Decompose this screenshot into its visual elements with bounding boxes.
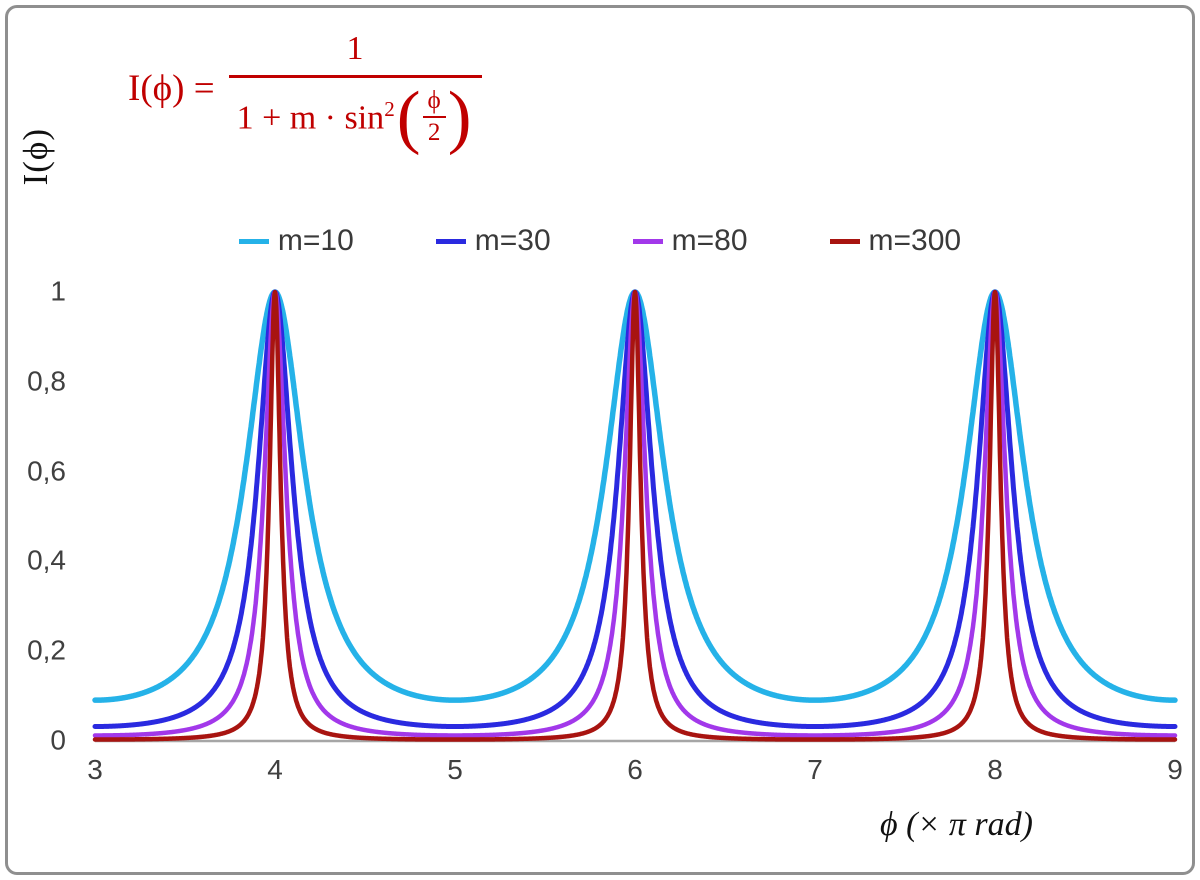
x-tick-label: 8 [987,754,1003,785]
series-line-m30 [92,289,1178,730]
close-paren: ) [447,77,472,156]
legend-label: m=10 [277,224,354,257]
y-tick-label: 0 [50,724,66,756]
formula-lhs: I(ϕ) = [128,68,215,110]
formula-inner-denominator: 2 [427,119,441,147]
y-tick-label: 0,2 [27,634,66,666]
legend-item-m300: m=300 [829,224,962,258]
legend-swatch [435,238,466,244]
x-tick-label: 3 [87,754,103,785]
legend-swatch [829,238,860,244]
formula-inner-numerator: ϕ [422,87,446,119]
formula-inner-fraction: ϕ 2 [422,87,446,147]
y-axis-tick-labels: 0 0,2 0,4 0,6 0,8 1 [0,0,66,880]
legend-label: m=30 [474,224,551,257]
legend-label: m=80 [671,224,748,257]
legend-item-m10: m=10 [238,224,354,258]
y-tick-label: 0,8 [27,365,66,397]
formula-denominator-text: 1 + m · sin2 [236,97,395,137]
legend: m=10 m=30 m=80 m=300 [0,224,1200,258]
y-tick-label: 1 [50,275,66,307]
series-line-m300 [92,289,1178,742]
x-tick-label: 9 [1167,754,1183,785]
y-tick-label: 0,4 [27,544,66,576]
x-tick-label: 7 [807,754,823,785]
formula-denominator: 1 + m · sin2 ( ϕ 2 ) [228,75,482,156]
legend-swatch [238,238,269,244]
legend-label: m=300 [868,224,962,257]
formula-fraction: 1 1 + m · sin2 ( ϕ 2 ) [228,30,482,156]
y-tick-label: 0,6 [27,454,66,486]
formula-exponent: 2 [384,97,395,122]
formula-annotation: I(ϕ) = 1 1 + m · sin2 ( ϕ 2 ) [128,30,482,156]
legend-swatch [632,238,663,244]
x-tick-label: 4 [267,754,283,785]
x-axis-tick-labels: 3 4 5 6 7 8 9 [0,754,1200,790]
x-axis-title-units: (× π rad) [897,806,1033,843]
legend-item-m80: m=80 [632,224,748,258]
legend-item-m30: m=30 [435,224,551,258]
x-tick-label: 6 [627,754,643,785]
series-line-m80 [92,289,1178,738]
open-paren: ( [396,77,421,156]
formula-numerator: 1 [346,30,364,67]
x-tick-label: 5 [447,754,463,785]
x-axis-title-phi: ϕ [880,806,898,843]
x-axis-title: ϕ (× π rad) [880,806,1033,844]
